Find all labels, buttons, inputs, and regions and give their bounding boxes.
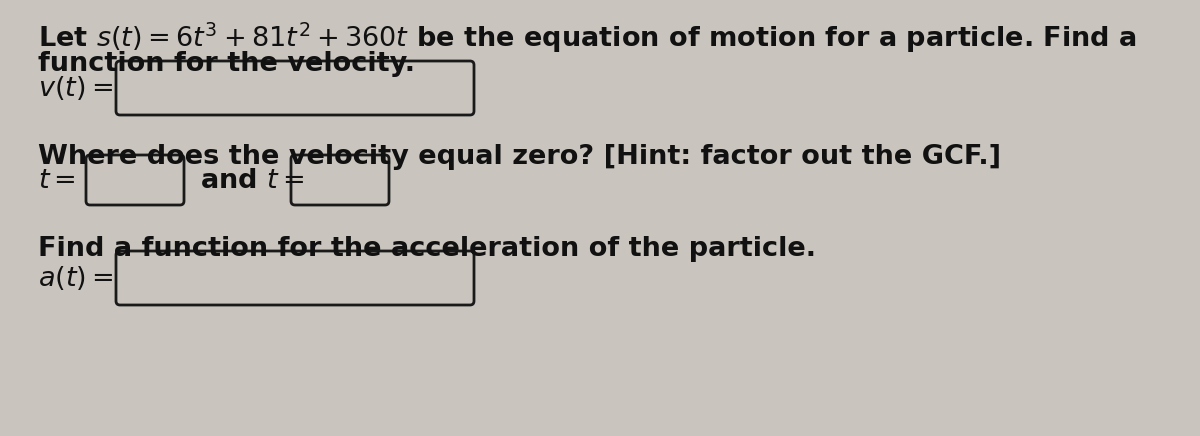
FancyBboxPatch shape xyxy=(86,155,184,205)
FancyBboxPatch shape xyxy=(292,155,389,205)
Text: $a(t) =$: $a(t) =$ xyxy=(38,264,114,292)
Text: Where does the velocity equal zero? [Hint: factor out the GCF.]: Where does the velocity equal zero? [Hin… xyxy=(38,144,1001,170)
FancyBboxPatch shape xyxy=(116,251,474,305)
Text: function for the velocity.: function for the velocity. xyxy=(38,51,415,77)
Text: Find a function for the acceleration of the particle.: Find a function for the acceleration of … xyxy=(38,236,816,262)
Text: $t =$: $t =$ xyxy=(38,168,76,194)
Text: and $t =$: and $t =$ xyxy=(200,168,305,194)
Text: $v(t) =$: $v(t) =$ xyxy=(38,74,113,102)
FancyBboxPatch shape xyxy=(116,61,474,115)
Text: Let $s(t) = 6t^3 + 81t^2 + 360t$ be the equation of motion for a particle. Find : Let $s(t) = 6t^3 + 81t^2 + 360t$ be the … xyxy=(38,21,1136,55)
